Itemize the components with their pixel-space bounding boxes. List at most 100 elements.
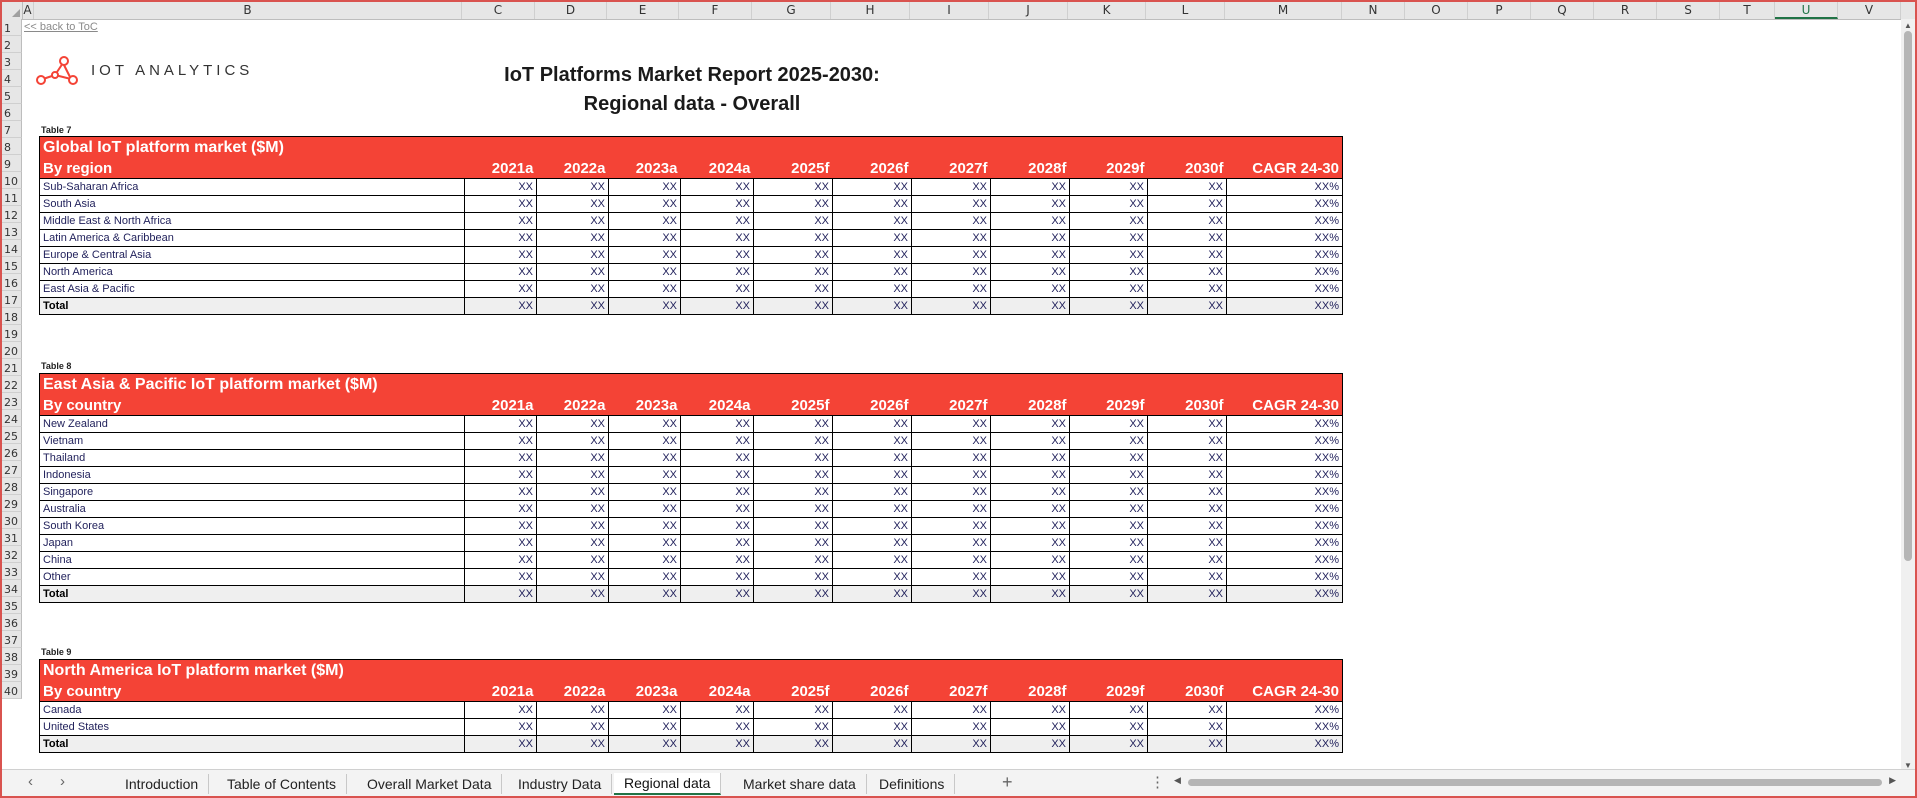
more-options-icon[interactable]: ⋮ bbox=[1150, 774, 1165, 791]
scroll-right-icon[interactable]: ▶ bbox=[1889, 775, 1896, 785]
value-cell[interactable]: XX bbox=[1147, 500, 1227, 518]
cagr-cell[interactable]: XX% bbox=[1226, 229, 1343, 247]
row-header[interactable]: 13 bbox=[2, 223, 22, 240]
row-label[interactable]: Singapore bbox=[39, 483, 465, 501]
value-cell[interactable]: XX bbox=[1147, 701, 1227, 719]
row-header[interactable]: 10 bbox=[2, 172, 22, 189]
value-cell[interactable]: XX bbox=[753, 297, 833, 315]
value-cell[interactable]: XX bbox=[753, 263, 833, 281]
row-label[interactable]: Canada bbox=[39, 701, 465, 719]
value-cell[interactable]: XX bbox=[1147, 263, 1227, 281]
value-cell[interactable]: XX bbox=[753, 735, 833, 753]
cagr-cell[interactable]: XX% bbox=[1226, 718, 1343, 736]
cagr-cell[interactable]: XX% bbox=[1226, 263, 1343, 281]
cagr-cell[interactable]: XX% bbox=[1226, 415, 1343, 433]
horizontal-scrollbar[interactable]: ◀ ▶ bbox=[1174, 775, 1896, 789]
sheet-tab[interactable]: Industry Data bbox=[508, 774, 613, 794]
value-cell[interactable]: XX bbox=[753, 195, 833, 213]
value-cell[interactable]: XX bbox=[464, 534, 537, 552]
value-cell[interactable]: XX bbox=[464, 280, 537, 298]
column-header[interactable]: G bbox=[752, 2, 831, 19]
value-cell[interactable]: XX bbox=[1069, 195, 1148, 213]
value-cell[interactable]: XX bbox=[1069, 415, 1148, 433]
scroll-up-icon[interactable]: ▲ bbox=[1904, 21, 1912, 30]
value-cell[interactable]: XX bbox=[1069, 229, 1148, 247]
row-header[interactable]: 36 bbox=[2, 614, 22, 631]
row-header[interactable]: 12 bbox=[2, 206, 22, 223]
row-header[interactable]: 11 bbox=[2, 189, 22, 206]
value-cell[interactable]: XX bbox=[911, 718, 991, 736]
row-header[interactable]: 2 bbox=[2, 36, 22, 53]
column-header[interactable]: I bbox=[910, 2, 989, 19]
value-cell[interactable]: XX bbox=[990, 212, 1070, 230]
row-header[interactable]: 3 bbox=[2, 53, 22, 70]
row-header[interactable]: 20 bbox=[2, 342, 22, 359]
vertical-scrollbar[interactable]: ▲ ▼ bbox=[1901, 19, 1915, 772]
value-cell[interactable]: XX bbox=[680, 229, 754, 247]
value-cell[interactable]: XX bbox=[608, 551, 681, 569]
value-cell[interactable]: XX bbox=[832, 229, 912, 247]
value-cell[interactable]: XX bbox=[911, 568, 991, 586]
row-header[interactable]: 35 bbox=[2, 597, 22, 614]
column-header[interactable]: P bbox=[1468, 2, 1531, 19]
value-cell[interactable]: XX bbox=[990, 483, 1070, 501]
value-cell[interactable]: XX bbox=[536, 432, 609, 450]
cagr-cell[interactable]: XX% bbox=[1226, 701, 1343, 719]
value-cell[interactable]: XX bbox=[608, 701, 681, 719]
value-cell[interactable]: XX bbox=[464, 466, 537, 484]
value-cell[interactable]: XX bbox=[753, 246, 833, 264]
value-cell[interactable]: XX bbox=[536, 246, 609, 264]
value-cell[interactable]: XX bbox=[1147, 483, 1227, 501]
value-cell[interactable]: XX bbox=[680, 551, 754, 569]
value-cell[interactable]: XX bbox=[832, 263, 912, 281]
cagr-cell[interactable]: XX% bbox=[1226, 212, 1343, 230]
row-label[interactable]: Vietnam bbox=[39, 432, 465, 450]
row-header[interactable]: 31 bbox=[2, 529, 22, 546]
value-cell[interactable]: XX bbox=[1147, 449, 1227, 467]
cagr-cell[interactable]: XX% bbox=[1226, 500, 1343, 518]
value-cell[interactable]: XX bbox=[536, 415, 609, 433]
value-cell[interactable]: XX bbox=[464, 229, 537, 247]
row-label[interactable]: Middle East & North Africa bbox=[39, 212, 465, 230]
value-cell[interactable]: XX bbox=[753, 483, 833, 501]
value-cell[interactable]: XX bbox=[911, 432, 991, 450]
cagr-cell[interactable]: XX% bbox=[1226, 517, 1343, 535]
value-cell[interactable]: XX bbox=[990, 415, 1070, 433]
value-cell[interactable]: XX bbox=[608, 568, 681, 586]
value-cell[interactable]: XX bbox=[990, 500, 1070, 518]
value-cell[interactable]: XX bbox=[911, 534, 991, 552]
value-cell[interactable]: XX bbox=[1069, 297, 1148, 315]
value-cell[interactable]: XX bbox=[608, 263, 681, 281]
value-cell[interactable]: XX bbox=[536, 568, 609, 586]
value-cell[interactable]: XX bbox=[536, 212, 609, 230]
prev-sheet-icon[interactable]: ‹ bbox=[28, 773, 33, 790]
value-cell[interactable]: XX bbox=[1069, 449, 1148, 467]
next-sheet-icon[interactable]: › bbox=[60, 773, 65, 790]
sheet-tab[interactable]: Market share data bbox=[733, 774, 867, 794]
row-label[interactable]: South Asia bbox=[39, 195, 465, 213]
value-cell[interactable]: XX bbox=[832, 212, 912, 230]
scroll-left-icon[interactable]: ◀ bbox=[1174, 775, 1181, 785]
value-cell[interactable]: XX bbox=[832, 735, 912, 753]
value-cell[interactable]: XX bbox=[911, 195, 991, 213]
value-cell[interactable]: XX bbox=[1069, 585, 1148, 603]
value-cell[interactable]: XX bbox=[1147, 280, 1227, 298]
value-cell[interactable]: XX bbox=[832, 701, 912, 719]
cagr-cell[interactable]: XX% bbox=[1226, 735, 1343, 753]
cagr-cell[interactable]: XX% bbox=[1226, 246, 1343, 264]
value-cell[interactable]: XX bbox=[536, 263, 609, 281]
row-label[interactable]: Total bbox=[39, 735, 465, 753]
value-cell[interactable]: XX bbox=[753, 212, 833, 230]
value-cell[interactable]: XX bbox=[911, 263, 991, 281]
value-cell[interactable]: XX bbox=[753, 280, 833, 298]
column-header[interactable]: C bbox=[462, 2, 535, 19]
cagr-cell[interactable]: XX% bbox=[1226, 432, 1343, 450]
value-cell[interactable]: XX bbox=[753, 415, 833, 433]
row-header[interactable]: 15 bbox=[2, 257, 22, 274]
value-cell[interactable]: XX bbox=[832, 432, 912, 450]
row-header[interactable]: 18 bbox=[2, 308, 22, 325]
cagr-cell[interactable]: XX% bbox=[1226, 449, 1343, 467]
value-cell[interactable]: XX bbox=[464, 483, 537, 501]
value-cell[interactable]: XX bbox=[911, 551, 991, 569]
